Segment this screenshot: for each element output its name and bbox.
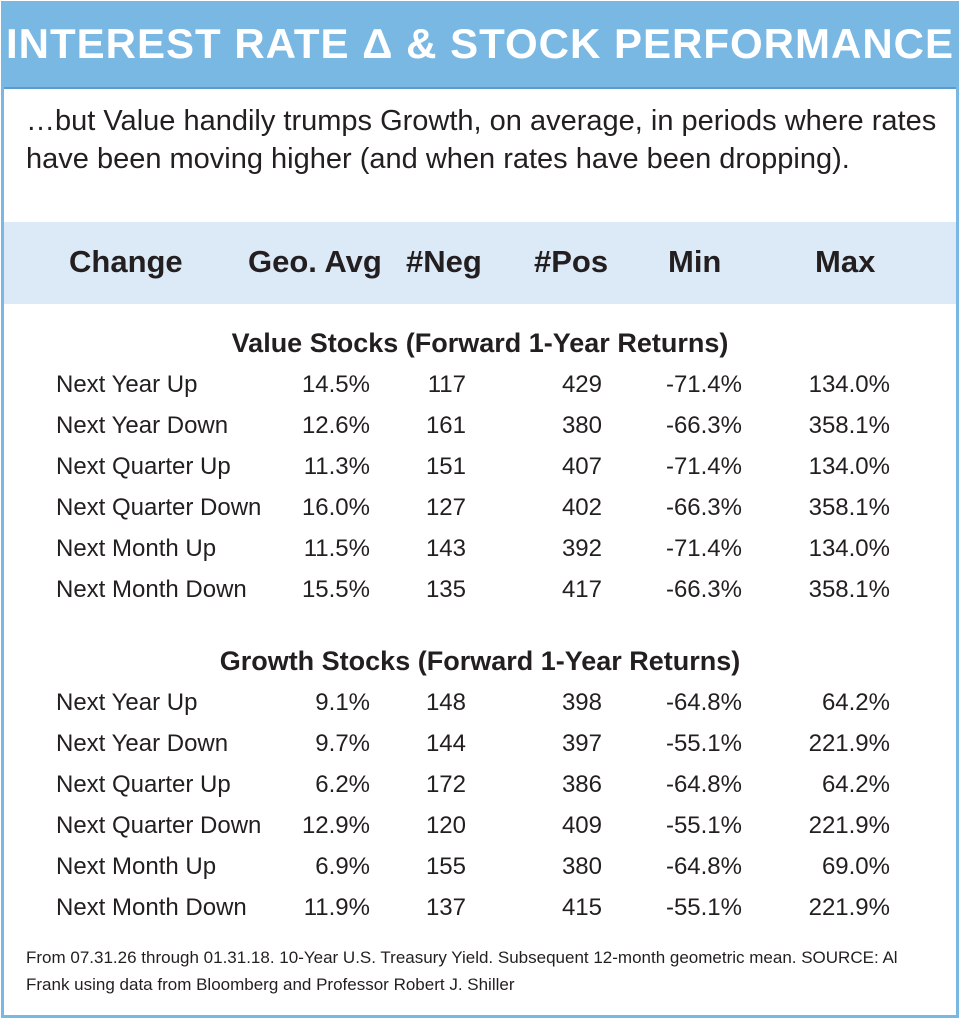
- cell-neg: 127: [425, 494, 466, 521]
- cell-pos: 392: [561, 535, 602, 562]
- cell-max: 134.0%: [808, 371, 890, 398]
- cell-geo-avg: 12.6%: [301, 412, 370, 439]
- cell-min: -64.8%: [665, 689, 742, 716]
- column-header-geo-avg: Geo. Avg: [248, 244, 382, 279]
- cell-geo-avg: 11.5%: [303, 535, 370, 562]
- section-title-growth: Growth Stocks (Forward 1-Year Returns): [219, 646, 741, 676]
- cell-pos: 407: [561, 453, 602, 480]
- table-row: Next Year Down 12.6% 161 380 -66.3% 358.…: [4, 409, 956, 451]
- cell-max: 221.9%: [808, 812, 890, 839]
- cell-change: Next Quarter Down: [56, 812, 262, 839]
- cell-pos: 415: [561, 894, 602, 921]
- table-row: Next Quarter Up 6.2% 172 386 -64.8% 64.2…: [4, 768, 956, 810]
- column-header-max: Max: [815, 244, 876, 279]
- table-row: Next Month Up 6.9% 155 380 -64.8% 69.0%: [4, 850, 956, 892]
- cell-min: -66.3%: [665, 576, 742, 603]
- cell-change: Next Quarter Up: [56, 453, 231, 480]
- cell-geo-avg: 11.9%: [303, 894, 370, 921]
- cell-max: 134.0%: [808, 453, 890, 480]
- cell-neg: 148: [425, 689, 466, 716]
- cell-pos: 386: [561, 771, 602, 798]
- cell-neg: 143: [425, 535, 466, 562]
- cell-change: Next Month Up: [56, 853, 217, 880]
- cell-max: 64.2%: [821, 689, 890, 716]
- cell-geo-avg: 9.1%: [315, 689, 370, 716]
- column-header-change: Change: [69, 244, 183, 279]
- cell-neg: 117: [427, 371, 466, 398]
- table-row: Next Year Up 9.1% 148 398 -64.8% 64.2%: [4, 686, 956, 728]
- cell-geo-avg: 12.9%: [301, 812, 370, 839]
- cell-neg: 120: [425, 812, 466, 839]
- cell-geo-avg: 16.0%: [301, 494, 370, 521]
- cell-change: Next Year Down: [56, 412, 229, 439]
- table-row: Next Year Up 14.5% 117 429 -71.4% 134.0%: [4, 368, 956, 410]
- cell-change: Next Year Up: [56, 371, 198, 398]
- cell-change: Next Quarter Up: [56, 771, 231, 798]
- cell-min: -55.1%: [665, 894, 742, 921]
- column-header-neg: #Neg: [406, 244, 482, 279]
- cell-max: 69.0%: [821, 853, 890, 880]
- cell-geo-avg: 6.2%: [315, 771, 370, 798]
- cell-neg: 137: [425, 894, 466, 921]
- cell-min: -66.3%: [665, 412, 742, 439]
- section-title-value: Value Stocks (Forward 1-Year Returns): [231, 328, 729, 358]
- cell-max: 221.9%: [808, 730, 890, 757]
- cell-geo-avg: 11.3%: [303, 453, 370, 480]
- table-row: Next Month Down 11.9% 137 415 -55.1% 221…: [4, 891, 956, 933]
- cell-pos: 429: [561, 371, 602, 398]
- cell-pos: 380: [561, 853, 602, 880]
- table-row: Next Year Down 9.7% 144 397 -55.1% 221.9…: [4, 727, 956, 769]
- cell-min: -66.3%: [665, 494, 742, 521]
- table-row: Next Quarter Up 11.3% 151 407 -71.4% 134…: [4, 450, 956, 492]
- table-row: Next Month Down 15.5% 135 417 -66.3% 358…: [4, 573, 956, 615]
- page-title: INTEREST RATE Δ & STOCK PERFORMANCE: [5, 20, 954, 67]
- cell-change: Next Year Down: [56, 730, 229, 757]
- cell-max: 221.9%: [808, 894, 890, 921]
- cell-min: -71.4%: [665, 453, 742, 480]
- column-header-pos: #Pos: [534, 244, 609, 279]
- cell-change: Next Quarter Down: [56, 494, 262, 521]
- cell-geo-avg: 6.9%: [315, 853, 370, 880]
- cell-min: -71.4%: [665, 535, 742, 562]
- cell-pos: 409: [561, 812, 602, 839]
- cell-change: Next Year Up: [56, 689, 198, 716]
- cell-pos: 398: [561, 689, 602, 716]
- cell-neg: 135: [425, 576, 466, 603]
- cell-pos: 417: [561, 576, 602, 603]
- cell-min: -64.8%: [665, 771, 742, 798]
- cell-neg: 144: [425, 730, 466, 757]
- cell-change: Next Month Up: [56, 535, 217, 562]
- cell-max: 134.0%: [808, 535, 890, 562]
- table-header: Change Geo. Avg #Neg #Pos Min Max: [4, 222, 956, 304]
- column-header-min: Min: [668, 244, 722, 279]
- table-row: Next Quarter Down 12.9% 120 409 -55.1% 2…: [4, 809, 956, 851]
- cell-neg: 172: [425, 771, 466, 798]
- cell-min: -55.1%: [665, 730, 742, 757]
- cell-neg: 161: [425, 412, 466, 439]
- cell-max: 64.2%: [821, 771, 890, 798]
- subtitle: …but Value handily trumps Growth, on ave…: [26, 105, 937, 175]
- table-row: Next Quarter Down 16.0% 127 402 -66.3% 3…: [4, 491, 956, 533]
- table-row: Next Month Up 11.5% 143 392 -71.4% 134.0…: [4, 532, 956, 574]
- cell-change: Next Month Down: [56, 894, 247, 921]
- cell-pos: 402: [561, 494, 602, 521]
- cell-neg: 155: [425, 853, 466, 880]
- cell-max: 358.1%: [808, 412, 890, 439]
- cell-min: -64.8%: [665, 853, 742, 880]
- cell-max: 358.1%: [808, 494, 890, 521]
- footnote: From 07.31.26 through 01.31.18. 10-Year …: [26, 948, 898, 994]
- cell-geo-avg: 15.5%: [301, 576, 370, 603]
- cell-min: -55.1%: [665, 812, 742, 839]
- title-bar: INTEREST RATE Δ & STOCK PERFORMANCE: [4, 4, 956, 89]
- cell-pos: 397: [561, 730, 602, 757]
- cell-min: -71.4%: [665, 371, 742, 398]
- cell-geo-avg: 14.5%: [301, 371, 370, 398]
- cell-neg: 151: [425, 453, 466, 480]
- cell-pos: 380: [561, 412, 602, 439]
- cell-change: Next Month Down: [56, 576, 247, 603]
- cell-geo-avg: 9.7%: [315, 730, 370, 757]
- cell-max: 358.1%: [808, 576, 890, 603]
